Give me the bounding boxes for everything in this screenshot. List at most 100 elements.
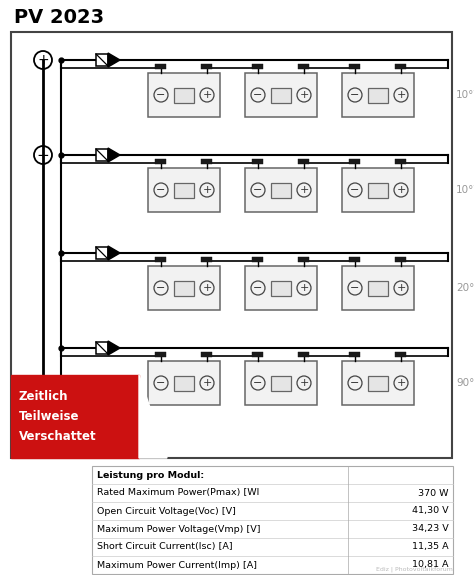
Bar — [96, 342, 108, 354]
Polygon shape — [108, 148, 120, 162]
Bar — [201, 256, 212, 262]
Text: PV 2023: PV 2023 — [14, 8, 104, 27]
Bar — [342, 73, 414, 117]
Bar — [368, 182, 388, 197]
Bar — [155, 159, 166, 163]
Bar — [11, 375, 139, 458]
Bar — [96, 149, 108, 161]
Text: 370 W: 370 W — [419, 489, 449, 497]
Bar — [201, 63, 212, 68]
Bar — [271, 281, 291, 296]
Text: Rated Maximum Power(Pmax) [WI: Rated Maximum Power(Pmax) [WI — [97, 489, 259, 497]
Text: 20°S: 20°S — [456, 283, 474, 293]
Text: −: − — [156, 283, 166, 293]
Text: Short Circuit Current(Isc) [A]: Short Circuit Current(Isc) [A] — [97, 542, 233, 551]
Bar — [342, 266, 414, 310]
Text: −: − — [350, 185, 360, 195]
Bar — [201, 351, 212, 356]
Bar — [174, 281, 194, 296]
Bar — [174, 87, 194, 102]
Text: 90°S: 90°S — [456, 378, 474, 388]
Text: +: + — [202, 283, 212, 293]
Text: Zeitlich
Teilweise
Verschattet: Zeitlich Teilweise Verschattet — [19, 390, 97, 443]
Text: −: − — [253, 90, 263, 100]
Text: +: + — [299, 378, 309, 388]
Text: 41,30 V: 41,30 V — [412, 507, 449, 516]
Bar — [96, 247, 108, 259]
Polygon shape — [108, 246, 120, 260]
Polygon shape — [108, 341, 120, 355]
Text: Maximum Power Voltage(Vmp) [V]: Maximum Power Voltage(Vmp) [V] — [97, 524, 261, 534]
Text: +: + — [202, 90, 212, 100]
Bar — [271, 182, 291, 197]
Bar — [368, 375, 388, 390]
Text: 34,23 V: 34,23 V — [412, 524, 449, 534]
Text: −: − — [36, 148, 49, 163]
Text: +: + — [396, 283, 406, 293]
Text: −: − — [156, 90, 166, 100]
Polygon shape — [139, 375, 167, 458]
Text: −: − — [350, 283, 360, 293]
Bar — [271, 375, 291, 390]
Bar — [395, 159, 407, 163]
Text: +: + — [299, 283, 309, 293]
Bar — [395, 351, 407, 356]
Bar — [245, 73, 317, 117]
Bar — [349, 63, 361, 68]
Text: 10°W: 10°W — [456, 90, 474, 100]
Bar — [368, 281, 388, 296]
Bar — [253, 159, 264, 163]
Bar — [299, 351, 310, 356]
Text: +: + — [299, 185, 309, 195]
Bar — [253, 256, 264, 262]
Bar — [201, 159, 212, 163]
Bar — [271, 87, 291, 102]
Bar — [148, 266, 220, 310]
Bar — [92, 466, 453, 574]
Text: −: − — [253, 378, 263, 388]
Bar — [245, 266, 317, 310]
Bar — [155, 63, 166, 68]
Bar — [368, 87, 388, 102]
Bar — [253, 351, 264, 356]
Bar — [174, 182, 194, 197]
Text: +: + — [396, 378, 406, 388]
Bar — [155, 256, 166, 262]
Text: Maximum Power Current(Imp) [A]: Maximum Power Current(Imp) [A] — [97, 561, 257, 569]
Text: −: − — [350, 90, 360, 100]
Text: Leistung pro Modul:: Leistung pro Modul: — [97, 470, 204, 480]
Bar — [342, 361, 414, 405]
Polygon shape — [108, 53, 120, 67]
Bar — [155, 351, 166, 356]
Bar — [342, 168, 414, 212]
Bar — [395, 256, 407, 262]
Text: −: − — [156, 378, 166, 388]
Bar — [299, 159, 310, 163]
Bar — [148, 361, 220, 405]
Text: Ediz | Photovoltaikforum: Ediz | Photovoltaikforum — [376, 566, 453, 572]
Bar — [11, 32, 452, 458]
Text: +: + — [202, 185, 212, 195]
Text: +: + — [396, 185, 406, 195]
Text: 11,35 A: 11,35 A — [412, 542, 449, 551]
Text: 10°W: 10°W — [456, 185, 474, 195]
Text: +: + — [37, 53, 49, 67]
Text: +: + — [396, 90, 406, 100]
Bar — [148, 168, 220, 212]
Bar — [349, 351, 361, 356]
Bar — [245, 361, 317, 405]
Text: −: − — [156, 185, 166, 195]
Bar — [349, 159, 361, 163]
Bar — [96, 54, 108, 66]
Text: +: + — [202, 378, 212, 388]
Text: −: − — [350, 378, 360, 388]
Bar — [395, 63, 407, 68]
Bar — [349, 256, 361, 262]
Bar — [174, 375, 194, 390]
Bar — [299, 63, 310, 68]
Text: −: − — [253, 283, 263, 293]
Text: Open Circuit Voltage(Voc) [V]: Open Circuit Voltage(Voc) [V] — [97, 507, 236, 516]
Bar — [245, 168, 317, 212]
Bar — [253, 63, 264, 68]
Text: −: − — [253, 185, 263, 195]
